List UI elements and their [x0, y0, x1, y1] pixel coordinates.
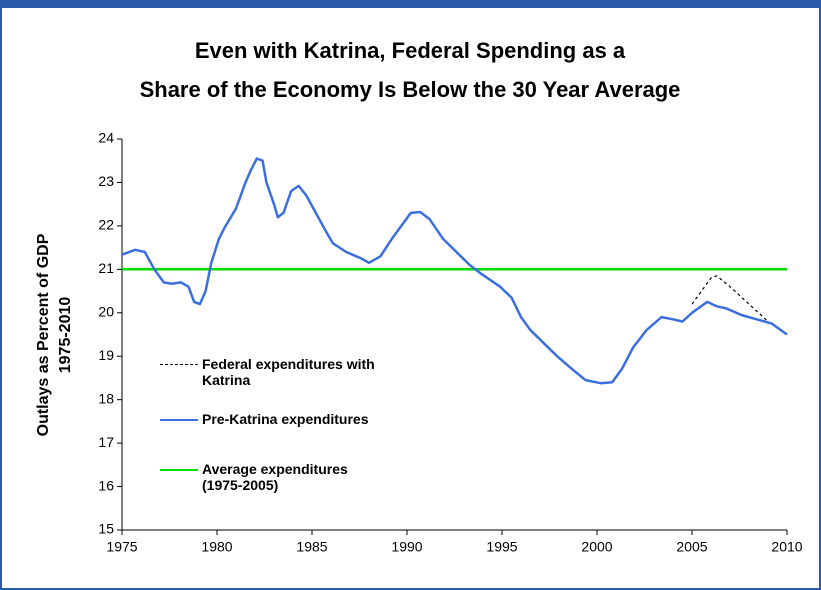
x-tick-label: 1985	[296, 539, 327, 555]
y-tick-label: 18	[98, 390, 114, 406]
y-tick-label: 21	[98, 260, 114, 276]
x-tick-label: 2010	[771, 539, 802, 555]
legend-label: Federal expenditures with Katrina	[202, 356, 375, 388]
x-tick-label: 1975	[106, 539, 137, 555]
y-tick-label: 23	[98, 173, 114, 189]
legend-item: Average expenditures (1975-2005)	[160, 461, 400, 493]
legend-label: Pre-Katrina expenditures	[202, 411, 369, 427]
legend-item: Pre-Katrina expenditures	[160, 411, 400, 427]
y-tick-label: 16	[98, 477, 114, 493]
y-tick-label: 19	[98, 347, 114, 363]
x-tick-label: 2005	[676, 539, 707, 555]
legend-swatch	[160, 364, 198, 365]
y-tick-label: 24	[98, 130, 114, 146]
y-tick-label: 22	[98, 217, 114, 233]
chart-subtitle: Share of the Economy Is Below the 30 Yea…	[140, 77, 681, 102]
y-axis-label: Outlays as Percent of GDP	[35, 233, 52, 436]
x-tick-label: 1980	[201, 539, 232, 555]
y-tick-label: 15	[98, 521, 114, 537]
legend-item: Federal expenditures with Katrina	[160, 356, 400, 388]
y-axis-label: 1975-2010	[57, 297, 74, 374]
legend-swatch	[160, 419, 198, 421]
legend-swatch	[160, 469, 198, 471]
line-series	[691, 275, 788, 335]
y-tick-label: 17	[98, 434, 114, 450]
chart-title: Even with Katrina, Federal Spending as a	[195, 38, 626, 63]
x-tick-label: 1995	[486, 539, 517, 555]
x-tick-label: 1990	[391, 539, 422, 555]
legend-label: Average expenditures (1975-2005)	[202, 461, 348, 493]
y-tick-label: 20	[98, 303, 114, 319]
x-tick-label: 2000	[581, 539, 612, 555]
line-series	[121, 157, 788, 385]
